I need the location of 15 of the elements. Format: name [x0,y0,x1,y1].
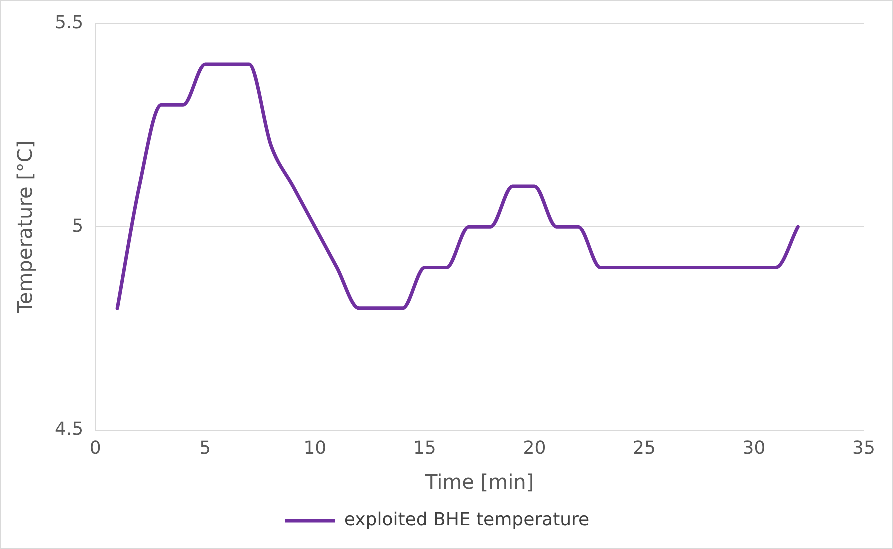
y-axis-title: Temperature [°C] [13,140,38,314]
y-tick-label: 5 [72,216,84,237]
x-tick-label: 10 [304,438,327,459]
y-tick-label: 5.5 [54,12,84,34]
y-tick-label: 4.5 [54,419,84,440]
legend-label: exploited BHE temperature [344,510,590,531]
x-tick-label: 0 [90,438,102,459]
x-axis-title: Time [min] [424,470,534,494]
line-series [116,62,800,310]
x-tick-label: 35 [852,438,876,459]
x-tick-label: 25 [633,438,656,459]
x-tick-label: 20 [523,438,546,459]
x-tick-label: 15 [413,438,436,459]
x-tick-label: 5 [200,438,212,459]
x-tick-label: 30 [742,438,766,459]
